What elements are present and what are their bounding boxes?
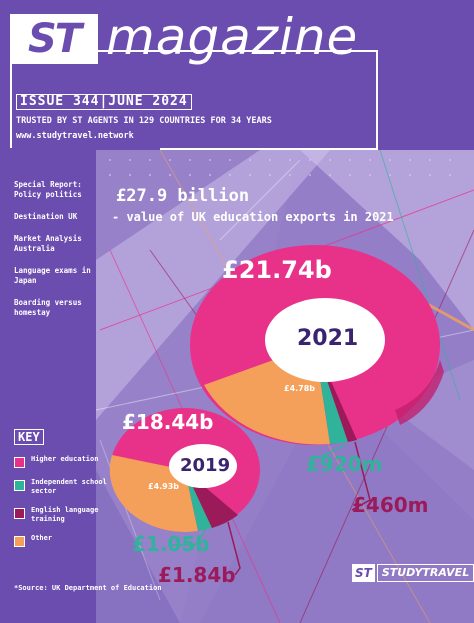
headline-subtitle: - value of UK education exports in 2021 <box>112 210 394 224</box>
frame-line-bottom <box>160 148 378 150</box>
value-label-independent-2021: £920m <box>306 452 383 476</box>
website-link[interactable]: www.studytravel.network <box>16 131 134 141</box>
magazine-title: magazine <box>106 8 359 66</box>
value-label-other-2019: £4.93b <box>148 482 180 491</box>
studytravel-brand: ST STUDYTRAVEL <box>352 564 474 582</box>
source-note: *Source: UK Department of Education <box>14 584 162 592</box>
value-label-english-2021: £460m <box>352 493 429 517</box>
value-label-higher-education-2019: £18.44b <box>122 410 214 434</box>
key-item: Higher education <box>14 455 109 468</box>
contents-item: Destination UK <box>14 212 78 221</box>
chart-2019 <box>109 408 260 576</box>
value-label-other-2021: £4.78b <box>284 384 316 393</box>
contents-item: Boarding versus homestay <box>14 298 82 317</box>
contents-item: Market Analysis Australia <box>14 234 82 253</box>
st-logo-text: ST <box>27 16 82 62</box>
key-label: Other <box>31 534 53 542</box>
key-swatch-higher-education <box>14 457 25 468</box>
value-label-english-2019: £1.84b <box>158 563 236 587</box>
value-label-independent-2019: £1.05b <box>132 532 210 556</box>
issue-label: ISSUE 344|JUNE 2024 <box>16 94 192 110</box>
key-item: Independent school sector <box>14 478 109 496</box>
brand-mark: ST <box>352 564 375 582</box>
contents-list: Special Report: Policy politics Destinat… <box>14 180 104 330</box>
contents-item: Language exams in Japan <box>14 266 91 285</box>
donut-hole-2021 <box>265 298 385 382</box>
year-label-2021: 2021 <box>297 326 359 351</box>
key-label: English language training <box>31 506 99 523</box>
frame-line-top <box>88 50 378 52</box>
frame-line-left <box>10 64 12 148</box>
key-label: Independent school sector <box>31 478 107 495</box>
key-swatch-english-language <box>14 508 25 519</box>
headline-title: £27.9 billion <box>116 186 250 206</box>
st-logo: ST <box>10 14 98 64</box>
dotted-pattern <box>109 159 451 176</box>
frame-line-right <box>376 50 378 150</box>
key-item: Other <box>14 534 109 547</box>
donut-hole-2019 <box>169 444 237 488</box>
contents-item: Special Report: Policy politics <box>14 180 82 199</box>
key-swatch-independent-school <box>14 480 25 491</box>
chart-key: KEY Higher education Independent school … <box>14 426 109 557</box>
key-title: KEY <box>14 429 44 445</box>
brand-name: STUDYTRAVEL <box>376 564 474 582</box>
year-label-2019: 2019 <box>180 455 231 476</box>
chart-2021 <box>190 245 444 511</box>
tagline: TRUSTED BY ST AGENTS IN 129 COUNTRIES FO… <box>16 116 272 126</box>
key-label: Higher education <box>31 455 99 463</box>
key-item: English language training <box>14 506 109 524</box>
value-label-higher-education-2021: £21.74b <box>222 256 332 284</box>
masthead: ST magazine <box>10 8 380 88</box>
key-swatch-other <box>14 536 25 547</box>
